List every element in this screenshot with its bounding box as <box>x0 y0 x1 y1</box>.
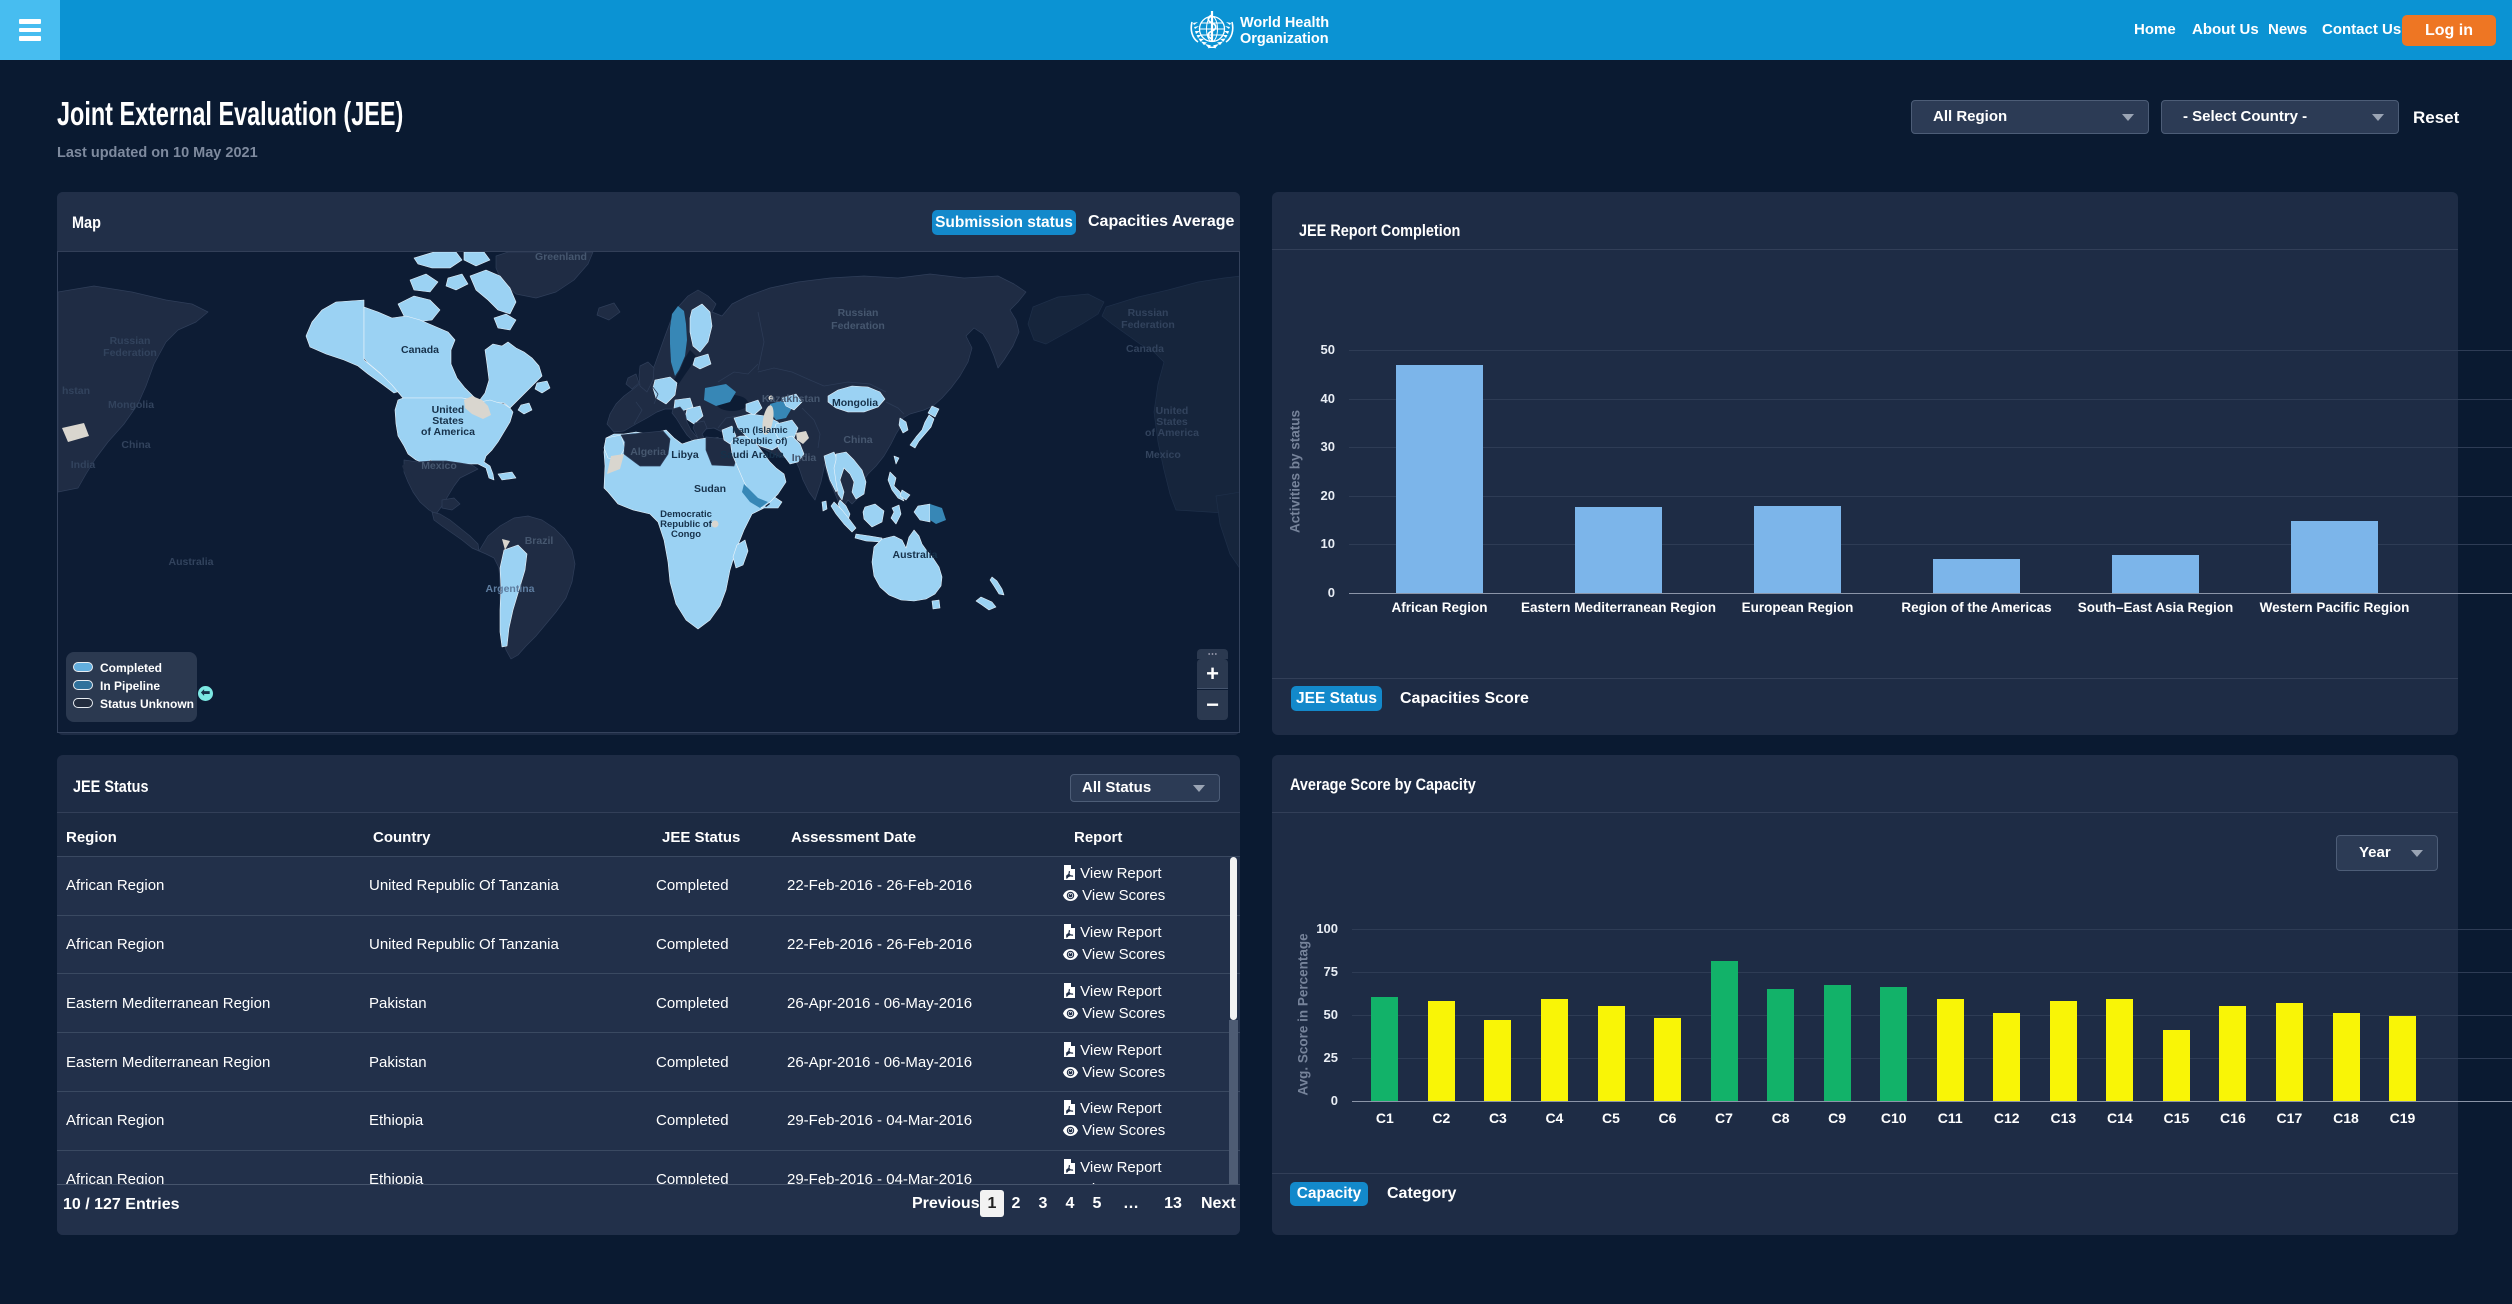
svg-text:World Health: World Health <box>1240 15 1329 31</box>
svg-text:of America: of America <box>421 426 475 438</box>
svg-text:Congo: Congo <box>671 529 701 540</box>
svg-text:hstan: hstan <box>62 385 90 397</box>
svg-text:States: States <box>1156 416 1188 428</box>
svg-text:Argentina: Argentina <box>485 583 534 595</box>
svg-text:Australia: Australia <box>169 556 214 568</box>
svg-text:Republic of: Republic of <box>660 519 713 530</box>
svg-text:United: United <box>432 404 465 416</box>
svg-text:Federation: Federation <box>831 320 885 332</box>
svg-text:Kazakhstan: Kazakhstan <box>762 393 820 405</box>
svg-text:China: China <box>121 439 150 451</box>
svg-text:Greenland: Greenland <box>535 252 587 263</box>
svg-text:India: India <box>71 459 96 471</box>
svg-text:Republic of): Republic of) <box>733 436 788 447</box>
svg-text:Democratic: Democratic <box>660 509 712 520</box>
svg-text:Mexico: Mexico <box>421 460 457 472</box>
svg-text:China: China <box>843 434 872 446</box>
svg-text:Saudi Arabia: Saudi Arabia <box>720 449 784 461</box>
svg-text:Organization: Organization <box>1240 31 1329 47</box>
svg-text:Libya: Libya <box>671 449 699 461</box>
svg-text:Canada: Canada <box>401 344 439 356</box>
svg-text:India: India <box>792 452 817 464</box>
svg-text:Federation: Federation <box>1121 319 1175 331</box>
svg-text:Mongolia: Mongolia <box>108 399 154 411</box>
svg-text:Sudan: Sudan <box>694 483 726 495</box>
svg-text:Mongolia: Mongolia <box>832 397 878 409</box>
svg-text:States: States <box>432 415 464 427</box>
svg-text:Canada: Canada <box>1126 343 1164 355</box>
svg-text:Australia: Australia <box>893 549 938 561</box>
svg-text:Mexico: Mexico <box>1145 449 1181 461</box>
svg-text:Russian: Russian <box>1128 307 1169 319</box>
svg-text:Brazil: Brazil <box>525 535 554 547</box>
svg-text:of America: of America <box>1145 427 1199 439</box>
svg-text:Algeria: Algeria <box>630 446 666 458</box>
svg-text:United: United <box>1156 405 1189 417</box>
svg-text:Russian: Russian <box>838 307 879 319</box>
svg-text:Russian: Russian <box>110 335 151 347</box>
svg-text:Iran (Islamic: Iran (Islamic <box>732 425 787 436</box>
svg-text:Federation: Federation <box>103 347 157 359</box>
